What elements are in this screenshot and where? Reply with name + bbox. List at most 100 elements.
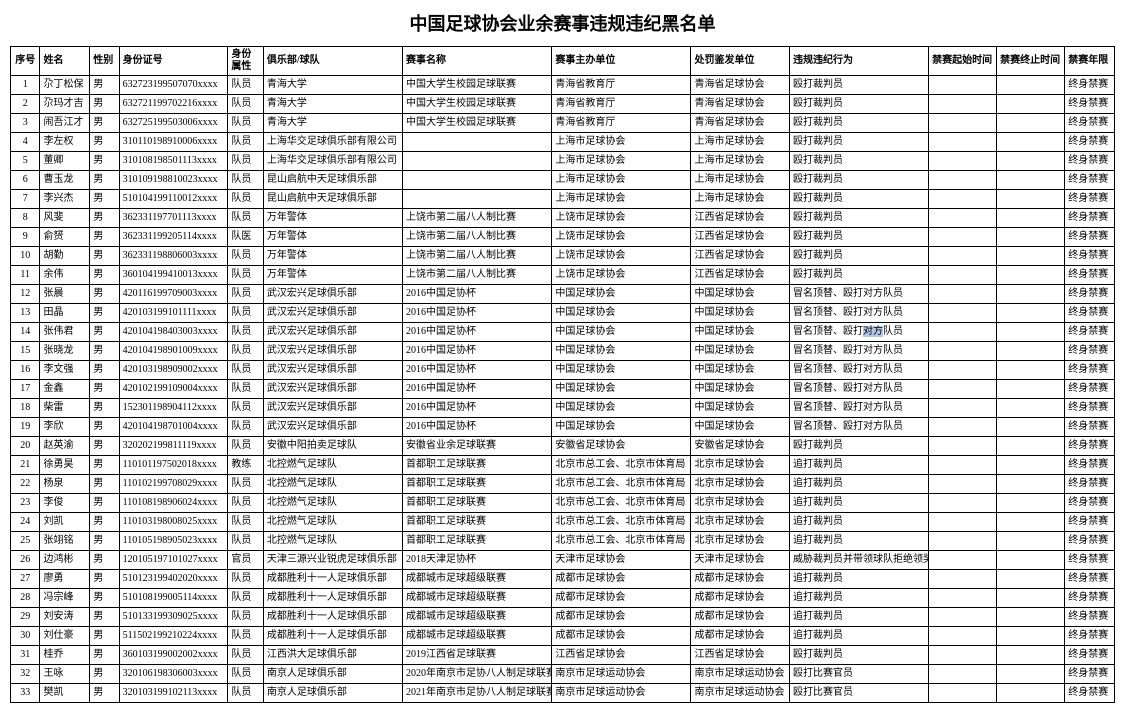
cell-ban-term: 终身禁赛 [1065,361,1115,380]
table-row: 23李俊男110108198906024xxxx队员北控燃气足球队首都职工足球联… [11,494,1115,513]
cell-ban-end [997,76,1065,95]
cell-ban-end [997,437,1065,456]
cell-id: 110108198906024xxxx [119,494,228,513]
cell-id: 110105198905023xxxx [119,532,228,551]
cell-club: 上海华交足球俱乐部有限公司 [263,152,402,171]
cell-event: 中国大学生校园足球联赛 [403,95,552,114]
cell-violation: 追打裁判员 [789,513,928,532]
table-row: 10胡勤男362331198806003xxxx队员万年警体上饶市第二届八人制比… [11,247,1115,266]
cell-punish-unit: 成都市足球协会 [691,608,790,627]
cell-ban-term: 终身禁赛 [1065,665,1115,684]
header-seq: 序号 [11,47,40,76]
cell-seq: 6 [11,171,40,190]
cell-gender: 男 [90,456,119,475]
cell-id: 420103198909002xxxx [119,361,228,380]
cell-event: 2016中国足协杯 [403,342,552,361]
table-row: 2尕玛才吉男632721199702216xxxx队员青海大学中国大学生校园足球… [11,95,1115,114]
cell-event: 2016中国足协杯 [403,418,552,437]
cell-ban-end [997,570,1065,589]
cell-id: 420116199709003xxxx [119,285,228,304]
cell-role: 队员 [228,171,264,190]
cell-event: 上饶市第二届八人制比赛 [403,209,552,228]
cell-name: 杨泉 [40,475,90,494]
cell-ban-end [997,532,1065,551]
cell-role: 队员 [228,589,264,608]
cell-seq: 21 [11,456,40,475]
cell-club: 南京人足球俱乐部 [263,665,402,684]
cell-event: 2019江西省足球联赛 [403,646,552,665]
cell-ban-term: 终身禁赛 [1065,76,1115,95]
cell-role: 队员 [228,133,264,152]
cell-name: 张翊铭 [40,532,90,551]
table-row: 16李文强男420103198909002xxxx队员武汉宏兴足球俱乐部2016… [11,361,1115,380]
cell-host: 中国足球协会 [552,418,691,437]
cell-punish-unit: 南京市足球运动协会 [691,684,790,703]
cell-punish-unit: 上海市足球协会 [691,190,790,209]
cell-id: 632725199503006xxxx [119,114,228,133]
cell-seq: 5 [11,152,40,171]
cell-role: 队员 [228,532,264,551]
cell-ban-term: 终身禁赛 [1065,247,1115,266]
table-row: 9俞赟男362331199205114xxxx队医万年警体上饶市第二届八人制比赛… [11,228,1115,247]
cell-club: 武汉宏兴足球俱乐部 [263,418,402,437]
cell-gender: 男 [90,399,119,418]
cell-gender: 男 [90,285,119,304]
cell-host: 北京市总工会、北京市体育局 [552,494,691,513]
cell-event: 安徽省业余足球联赛 [403,437,552,456]
cell-punish-unit: 中国足球协会 [691,304,790,323]
cell-punish-unit: 天津市足球协会 [691,551,790,570]
cell-role: 教练 [228,456,264,475]
cell-punish-unit: 北京市足球协会 [691,456,790,475]
cell-punish-unit: 中国足球协会 [691,418,790,437]
cell-ban-term: 终身禁赛 [1065,608,1115,627]
cell-event: 成都城市足球超级联赛 [403,589,552,608]
cell-ban-start [929,513,997,532]
header-id: 身份证号 [119,47,228,76]
cell-violation: 殴打裁判员 [789,114,928,133]
cell-seq: 19 [11,418,40,437]
cell-ban-term: 终身禁赛 [1065,399,1115,418]
cell-event: 2016中国足协杯 [403,380,552,399]
cell-punish-unit: 北京市足球协会 [691,494,790,513]
cell-id: 511502199210224xxxx [119,627,228,646]
table-row: 24刘凯男110103198008025xxxx队员北控燃气足球队首都职工足球联… [11,513,1115,532]
cell-club: 青海大学 [263,76,402,95]
text-highlight: 对方 [863,326,883,337]
cell-ban-end [997,513,1065,532]
cell-ban-end [997,418,1065,437]
table-row: 6曹玉龙男310109198810023xxxx队员昆山启航中天足球俱乐部上海市… [11,171,1115,190]
cell-ban-end [997,228,1065,247]
cell-gender: 男 [90,361,119,380]
cell-host: 成都市足球协会 [552,608,691,627]
cell-ban-start [929,589,997,608]
cell-role: 队员 [228,684,264,703]
cell-club: 青海大学 [263,95,402,114]
cell-host: 中国足球协会 [552,361,691,380]
cell-host: 上海市足球协会 [552,152,691,171]
cell-gender: 男 [90,513,119,532]
cell-violation: 殴打裁判员 [789,76,928,95]
cell-violation: 冒名顶替、殴打对方队员 [789,418,928,437]
cell-host: 天津市足球协会 [552,551,691,570]
cell-violation: 冒名顶替、殴打对方队员 [789,285,928,304]
cell-punish-unit: 中国足球协会 [691,323,790,342]
cell-id: 360103199002002xxxx [119,646,228,665]
cell-name: 刘凯 [40,513,90,532]
cell-name: 董卿 [40,152,90,171]
cell-role: 队员 [228,209,264,228]
cell-gender: 男 [90,114,119,133]
cell-ban-start [929,532,997,551]
cell-ban-term: 终身禁赛 [1065,228,1115,247]
cell-name: 冯宗峰 [40,589,90,608]
cell-ban-term: 终身禁赛 [1065,570,1115,589]
cell-role: 队员 [228,323,264,342]
cell-seq: 22 [11,475,40,494]
cell-gender: 男 [90,627,119,646]
cell-seq: 29 [11,608,40,627]
cell-gender: 男 [90,570,119,589]
table-row: 3闹吾江才男632725199503006xxxx队员青海大学中国大学生校园足球… [11,114,1115,133]
cell-name: 徐勇昊 [40,456,90,475]
cell-host: 成都市足球协会 [552,570,691,589]
cell-name: 李俊 [40,494,90,513]
cell-seq: 33 [11,684,40,703]
